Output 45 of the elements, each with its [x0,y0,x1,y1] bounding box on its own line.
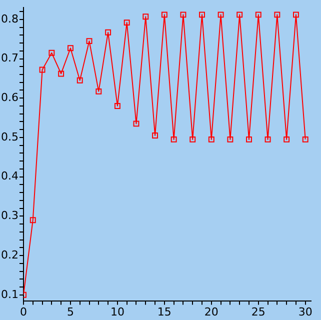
x-tick-label: 10 [110,305,124,318]
point [170,136,177,142]
point [142,14,149,20]
point [152,132,158,138]
point [161,12,168,18]
x-tick-label: 25 [251,305,266,318]
x-tick-label: 30 [298,305,312,318]
point [48,50,55,56]
y-tick-label: 0.5 [0,130,18,144]
x-tick-label: 20 [204,305,218,318]
point [105,29,112,36]
y-tick-label: 0.2 [0,248,18,262]
y-tick-label: 0.1 [0,288,18,301]
point [302,136,308,142]
point [264,136,271,142]
point [284,136,290,142]
y-tick-label: 0.8 [0,12,18,26]
x-tick-label: 0 [20,305,27,318]
point [255,12,262,18]
point [124,20,130,26]
point [96,88,102,94]
point [274,12,280,18]
y-tick-label: 0.4 [0,170,18,183]
point [76,77,83,84]
point [114,103,120,109]
point [208,136,214,142]
point [30,217,36,224]
point [133,120,140,127]
y-tick-label: 0.3 [0,209,18,222]
point [190,136,196,142]
point [218,12,224,18]
point [246,136,252,142]
point [67,45,74,52]
y-tick-label: 0.7 [0,52,18,65]
point [180,12,186,18]
point [236,12,243,18]
y-tick-label: 0.6 [0,90,18,104]
point [227,136,234,142]
point [39,66,46,73]
point [58,70,64,77]
point [199,12,205,18]
point [86,38,92,44]
x-tick-label: 5 [66,305,74,318]
x-tick-label: 15 [157,305,172,318]
point [292,12,299,18]
